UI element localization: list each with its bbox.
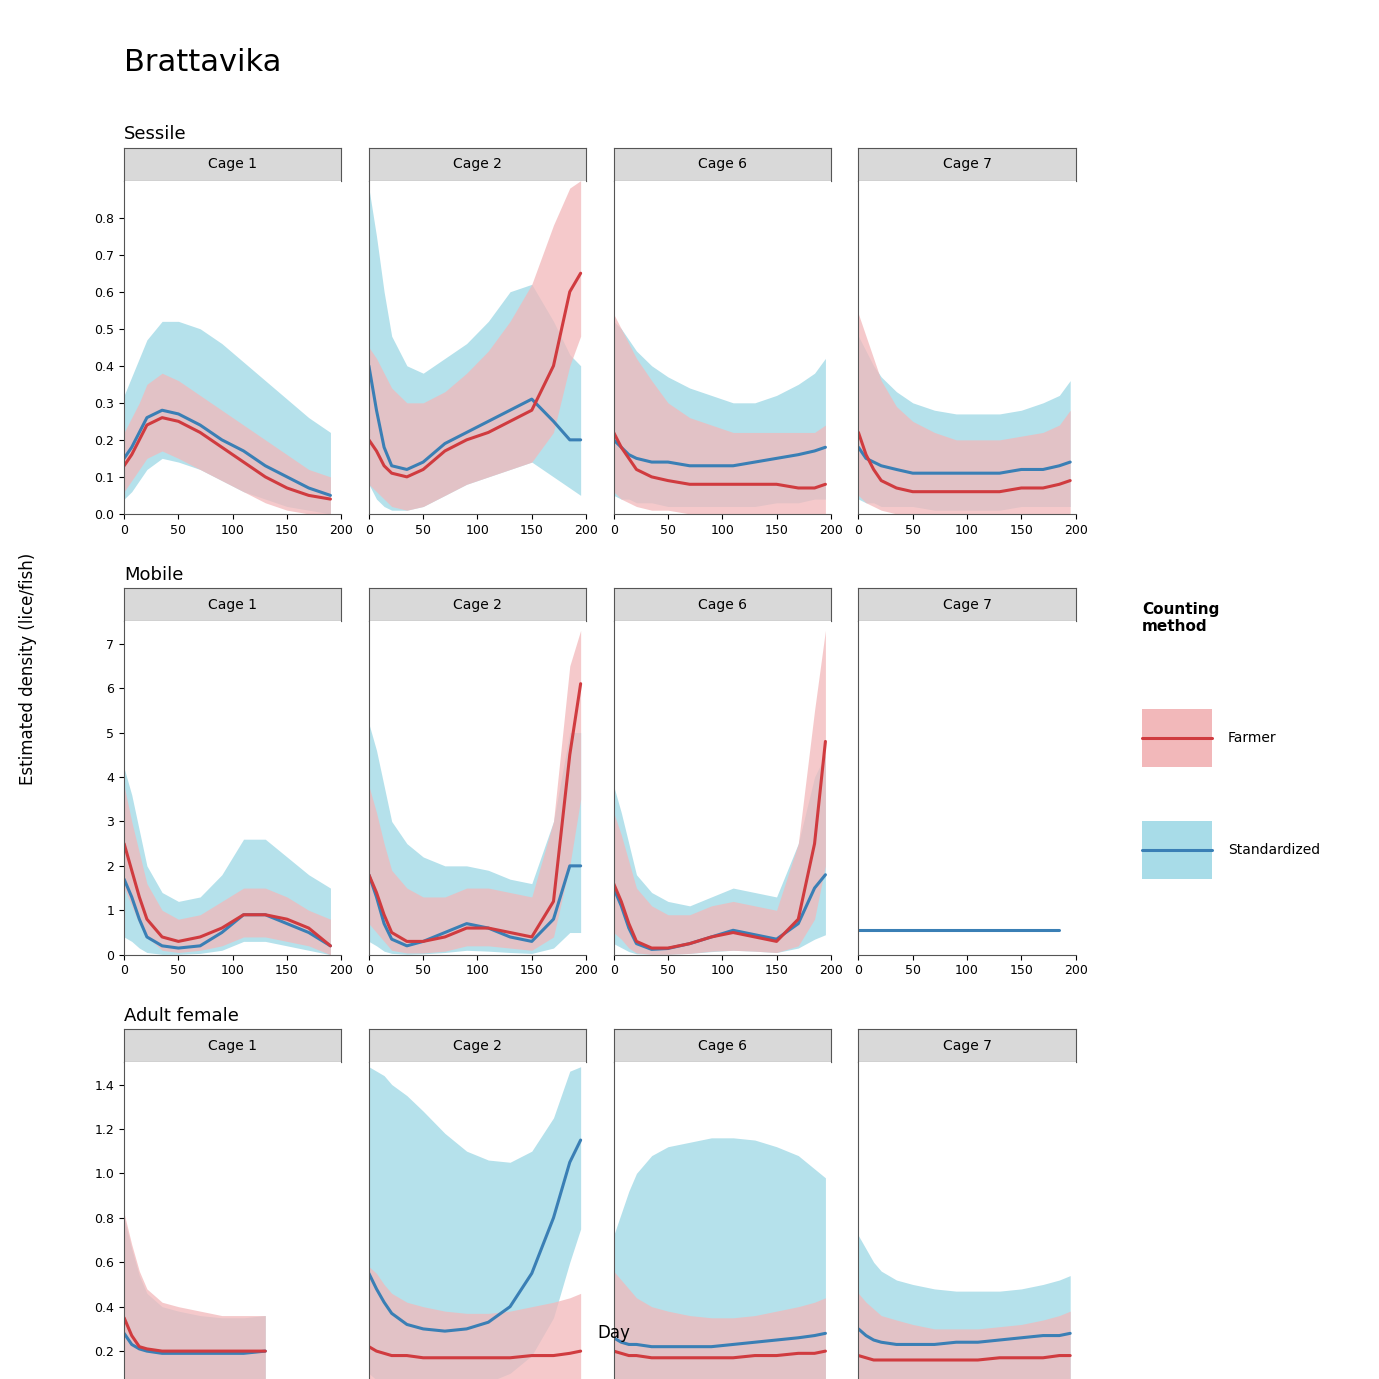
Text: Adult female: Adult female	[124, 1007, 239, 1025]
Text: Cage 2: Cage 2	[454, 157, 502, 171]
Text: Cage 2: Cage 2	[454, 598, 502, 612]
Text: Cage 1: Cage 1	[208, 598, 258, 612]
Text: Cage 1: Cage 1	[208, 157, 258, 171]
Text: Sessile: Sessile	[124, 125, 186, 143]
Text: Day: Day	[597, 1324, 630, 1342]
Text: Estimated density (lice/fish): Estimated density (lice/fish)	[18, 553, 37, 785]
Text: Brattavika: Brattavika	[124, 48, 281, 77]
Text: Cage 7: Cage 7	[943, 157, 992, 171]
Text: Cage 6: Cage 6	[698, 157, 747, 171]
Text: Counting
method: Counting method	[1142, 601, 1219, 634]
Text: Farmer: Farmer	[1227, 731, 1277, 746]
Text: Cage 7: Cage 7	[943, 1038, 992, 1052]
Text: Mobile: Mobile	[124, 567, 183, 585]
Text: Cage 6: Cage 6	[698, 1038, 747, 1052]
Text: Cage 6: Cage 6	[698, 598, 747, 612]
Text: Standardized: Standardized	[1227, 843, 1320, 858]
Text: Cage 1: Cage 1	[208, 1038, 258, 1052]
Text: Cage 7: Cage 7	[943, 598, 992, 612]
Text: Cage 2: Cage 2	[454, 1038, 502, 1052]
